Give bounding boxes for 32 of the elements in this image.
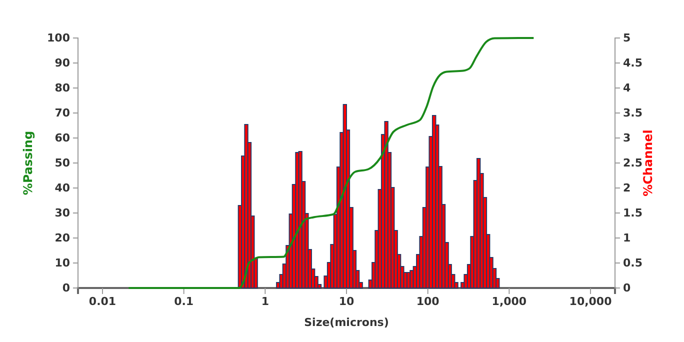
x-tick-label: 0.01 — [88, 294, 116, 308]
x-tick-label: 1,000 — [492, 294, 527, 308]
y-axis-title: %Passing — [21, 130, 35, 196]
y2-tick-label: 2 — [623, 182, 631, 195]
y-tick-label: 70 — [54, 106, 70, 120]
y2-tick-label: 3 — [623, 132, 631, 145]
y-tick-label: 60 — [54, 132, 70, 145]
x-axis-title: Size(microns) — [304, 316, 389, 329]
y2-tick-label: 1 — [623, 232, 631, 245]
y-tick-label: 10 — [54, 256, 70, 270]
y-tick-label: 40 — [54, 182, 70, 195]
y-tick-label: 50 — [54, 156, 70, 170]
y2-tick-label: 2.5 — [623, 156, 642, 170]
y-tick-label: 90 — [54, 56, 70, 70]
x-tick-label: 1 — [261, 294, 269, 308]
y-tick-label: 100 — [47, 32, 70, 45]
y2-tick-label: 5 — [623, 32, 631, 45]
y2-axis-title: %Channel — [641, 130, 655, 196]
y2-tick-label: 4.5 — [623, 56, 642, 70]
x-tick-label: 100 — [416, 294, 440, 308]
y2-tick-label: 4 — [623, 82, 631, 95]
y2-tick-label: 3.5 — [623, 106, 642, 120]
y-tick-label: 0 — [62, 282, 70, 295]
y2-tick-label: 0 — [623, 282, 631, 295]
y2-tick-label: 1.5 — [623, 206, 642, 220]
x-tick-label: 10 — [338, 294, 354, 308]
y-tick-label: 80 — [54, 82, 70, 95]
x-tick-label: 0.1 — [174, 294, 194, 308]
y2-tick-label: 0.5 — [623, 256, 642, 270]
y-tick-label: 30 — [54, 206, 70, 220]
x-tick-label: 10,000 — [569, 294, 612, 308]
y-tick-label: 20 — [54, 232, 70, 245]
